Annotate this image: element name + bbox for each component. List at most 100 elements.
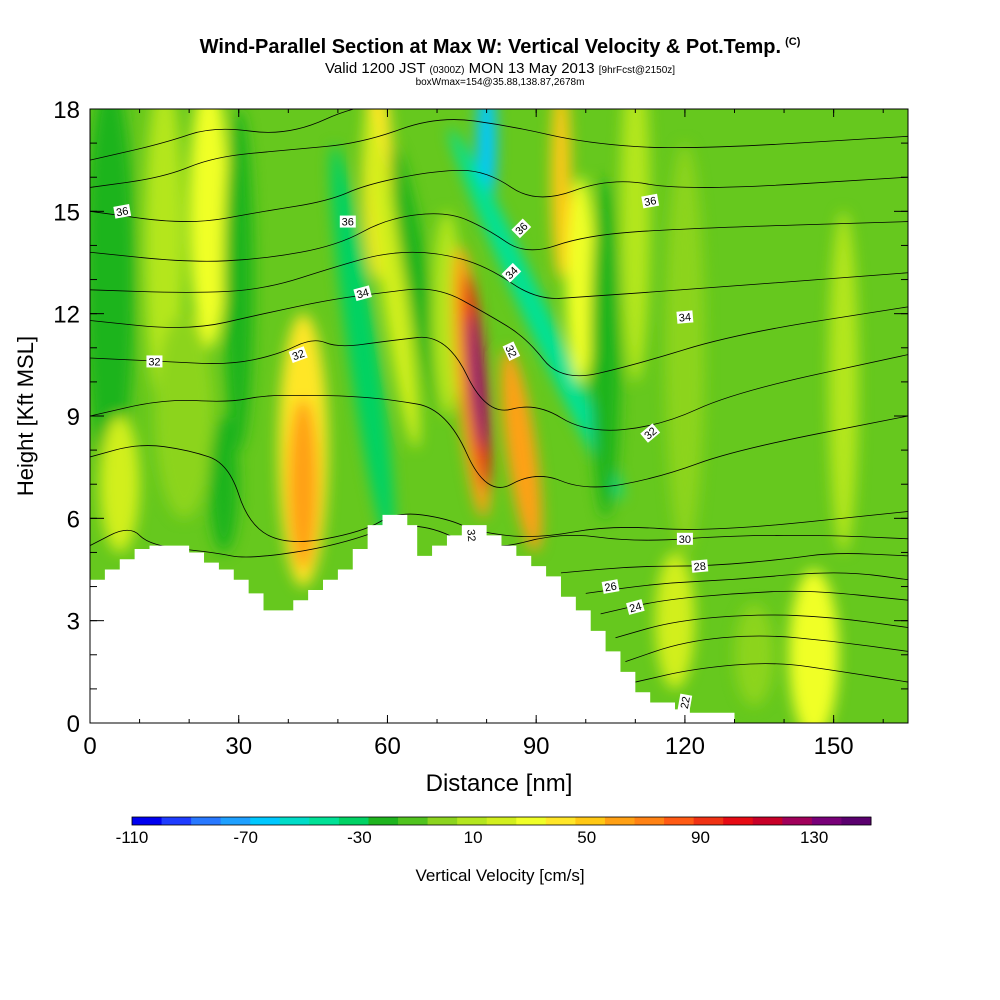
colorbar-tick-label: 50 — [577, 828, 596, 847]
x-tick-label: 90 — [523, 733, 550, 760]
theta-contour-label-text: 30 — [679, 534, 691, 546]
theta-contour-label-text: 32 — [464, 529, 477, 542]
y-axis-title: Height [Kft MSL] — [13, 336, 38, 496]
terrain — [90, 514, 908, 723]
theta-contour-line — [600, 590, 908, 615]
colorbar-swatch — [427, 817, 458, 825]
colorbar-swatch — [338, 817, 369, 825]
y-tick-label: 9 — [67, 404, 80, 431]
colorbar: -110 -70 -30 10 50 90 130 — [116, 816, 872, 847]
theta-contour-label-text: 32 — [502, 344, 518, 360]
theta-contour-label: 32 — [464, 526, 479, 544]
theta-contour-line — [90, 445, 908, 542]
chart-title: Wind-Parallel Section at Max W: Vertical… — [0, 36, 1000, 59]
colorbar-swatch — [841, 817, 872, 825]
theta-contour-label-text: 34 — [355, 287, 370, 302]
theta-contour-label: 36 — [113, 204, 132, 219]
colorbar-swatch — [664, 817, 695, 825]
theta-contour-line — [90, 169, 908, 222]
theta-contour-line — [625, 635, 908, 662]
colorbar-tick-label: -110 — [116, 828, 149, 847]
theta-contour-label: 32 — [146, 355, 163, 368]
y-tick-label: 12 — [53, 302, 80, 329]
theta-contour-label: 36 — [339, 215, 356, 229]
theta-contour-label-text: 22 — [679, 696, 693, 710]
x-tick-label: 150 — [814, 733, 854, 760]
theta-contour-line — [560, 553, 908, 574]
theta-contour-line — [90, 251, 908, 299]
x-tick-label: 30 — [225, 733, 252, 760]
colorbar-swatch — [250, 817, 281, 825]
theta-contour-label: 32 — [502, 341, 521, 361]
theta-contour-label-text: 24 — [628, 601, 643, 616]
theta-contour-label: 22 — [677, 693, 693, 712]
colorbar-tick-label: 130 — [800, 828, 828, 847]
colorbar-tick-label: -30 — [347, 828, 372, 847]
theta-contour-line — [90, 395, 908, 488]
colorbar-swatch — [575, 817, 606, 825]
theta-contours — [90, 109, 908, 683]
theta-contour-line — [615, 614, 908, 639]
colorbar-swatch — [604, 817, 636, 825]
theta-contour-label-text: 36 — [643, 195, 657, 209]
theta-contour-line — [90, 109, 356, 161]
theta-contour-label-text: 36 — [342, 217, 354, 229]
y-tick-label: 15 — [53, 199, 80, 226]
colorbar-tick-label: -70 — [233, 828, 258, 847]
theta-contour-label: 26 — [601, 579, 620, 595]
theta-contour-line — [90, 119, 908, 188]
y-tick-label: 0 — [67, 711, 80, 738]
colorbar-swatch — [516, 817, 547, 825]
y-tick-label: 18 — [53, 97, 80, 124]
colorbar-swatch — [723, 817, 754, 825]
copyright-mark: (C) — [785, 36, 801, 48]
theta-contour-label: 32 — [288, 346, 308, 363]
theta-contour-label-text: 26 — [604, 581, 618, 595]
vertical-velocity-field — [90, 109, 859, 723]
y-tick-label: 6 — [67, 506, 80, 533]
theta-contour-label: 28 — [691, 559, 709, 574]
valid-prefix: Valid 1200 JST — [324, 60, 426, 77]
colorbar-label: Vertical Velocity [cm/s] — [415, 866, 584, 885]
theta-contour-label: 30 — [676, 532, 693, 546]
colorbar-swatch — [191, 817, 222, 825]
box-info: boxWmax=154@35.88,138.87,2678m — [415, 77, 585, 88]
colorbar-swatch — [486, 817, 517, 825]
theta-contour-label: 34 — [353, 285, 372, 302]
x-tick-label: 0 — [83, 733, 96, 760]
theta-contour-line — [635, 663, 908, 683]
y-tick-label: 3 — [67, 609, 80, 636]
colorbar-swatch — [752, 817, 783, 825]
theta-contour-label-text: 32 — [291, 348, 307, 363]
colorbar-swatch — [811, 817, 842, 825]
x-axis-title: Distance [nm] — [426, 770, 573, 797]
chart-title-text: Wind-Parallel Section at Max W: Vertical… — [199, 36, 782, 58]
theta-contour-label-text: 32 — [148, 356, 160, 368]
colorbar-swatch — [368, 817, 399, 825]
colorbar-swatch — [782, 817, 813, 825]
x-tick-label: 60 — [374, 733, 401, 760]
theta-contour-line — [585, 572, 908, 594]
valid-date: MON 13 May 2013 — [468, 60, 595, 77]
theta-contour-line — [90, 213, 908, 262]
theta-contour-label-text: 34 — [678, 312, 691, 325]
chart-subtitle: Valid 1200 JST (0300Z) MON 13 May 2013 [… — [0, 60, 1000, 77]
colorbar-swatch — [545, 817, 576, 825]
theta-contour-label: 34 — [676, 310, 694, 325]
colorbar-swatch — [161, 817, 192, 825]
valid-utc: (0300Z) — [429, 65, 465, 76]
theta-contour-label: 24 — [626, 599, 645, 616]
colorbar-swatch — [279, 817, 310, 825]
colorbar-tick-label: 90 — [691, 828, 710, 847]
theta-contour-label: 36 — [641, 193, 660, 209]
theta-contour-line — [90, 336, 908, 431]
colorbar-swatch — [220, 817, 251, 825]
forecast-info: [9hrFcst@2150z] — [598, 65, 676, 76]
colorbar-swatch — [693, 817, 724, 825]
colorbar-swatch — [398, 817, 429, 825]
theta-contour-label-text: 36 — [115, 205, 129, 219]
